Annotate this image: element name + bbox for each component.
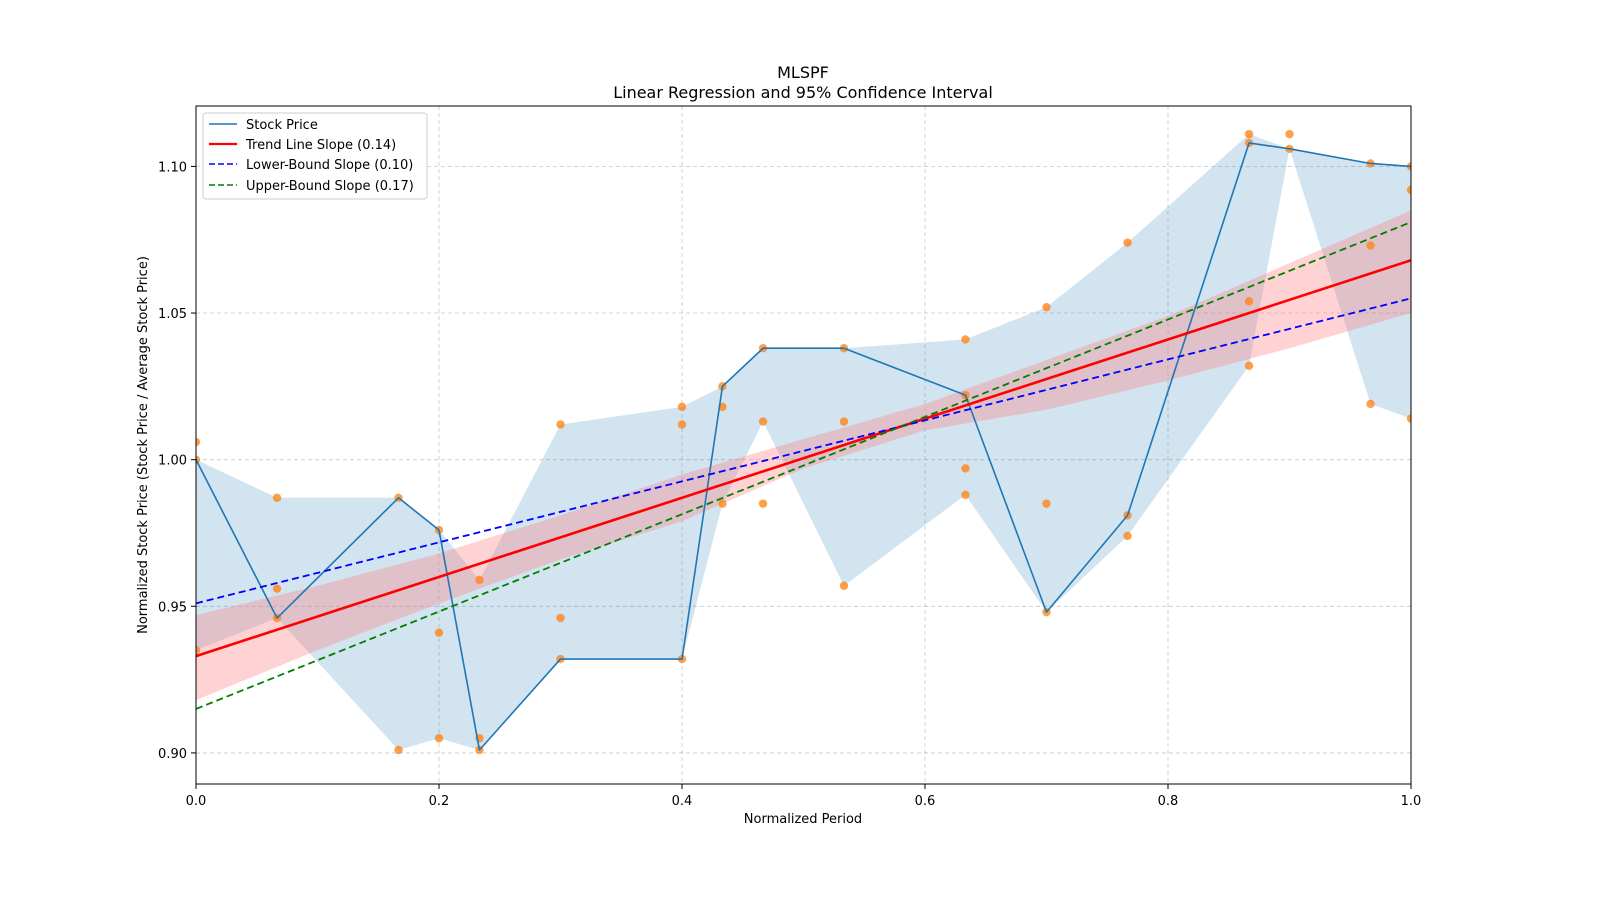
- legend-box: [202, 112, 428, 200]
- scatter-point: [758, 417, 768, 426]
- scatter-point: [961, 464, 970, 473]
- x-tick-label: 0.0: [186, 794, 207, 809]
- scatter-point: [839, 417, 849, 426]
- scatter-point: [758, 499, 768, 508]
- y-tick-label: 1.10: [158, 160, 187, 175]
- scatter-point: [394, 745, 403, 755]
- trend-line: [196, 259, 1411, 658]
- scatter-point: [1366, 241, 1375, 250]
- x-tick-label: 1.0: [1401, 794, 1422, 809]
- upper-bound-line: [196, 221, 1411, 710]
- scatter-point: [1123, 238, 1132, 247]
- scatter-point: [718, 499, 727, 508]
- scatter-point: [1042, 499, 1051, 508]
- y-tick-label: 0.90: [158, 747, 187, 762]
- plot-frame: [195, 105, 1412, 785]
- x-tick-label: 0.4: [672, 794, 693, 809]
- scatter-point: [961, 335, 970, 344]
- scatter-point: [1406, 185, 1411, 195]
- scatter-point: [1042, 302, 1051, 312]
- scatter-point: [677, 402, 687, 412]
- legend: Stock Price Trend Line Slope (0.14) Lowe…: [202, 112, 428, 200]
- legend-label-upper-bound: Upper-Bound Slope (0.17): [246, 179, 414, 194]
- legend-label-trend-line: Trend Line Slope (0.14): [245, 138, 396, 153]
- scatter-point: [272, 584, 282, 593]
- scatter-point: [434, 734, 444, 743]
- ticks-layer: 0.0 0.2 0.4 0.6 0.8 1.0 0.90 0.95 1.00 1.05 1.10: [158, 160, 1421, 809]
- scatter-point: [475, 575, 484, 585]
- scatter-point: [434, 628, 444, 637]
- chart-subtitle: Linear Regression and 95% Confidence Int…: [613, 83, 993, 102]
- y-tick-label: 1.00: [158, 454, 187, 469]
- scatter-point: [1406, 414, 1411, 423]
- y-axis-label: Normalized Stock Price (Stock Price / Av…: [136, 256, 151, 634]
- scatter-point: [272, 493, 282, 502]
- scatter-point: [1244, 129, 1254, 139]
- scatter-point: [1366, 399, 1375, 409]
- scatter-point: [1244, 297, 1254, 306]
- plot-layer: [196, 129, 1411, 755]
- legend-label-stock-price: Stock Price: [246, 118, 318, 133]
- y-tick-label: 1.05: [158, 307, 187, 322]
- chart-title: MLSPF: [777, 63, 829, 82]
- stock-price-line: [196, 142, 1411, 751]
- x-axis-label: Normalized Period: [744, 812, 862, 827]
- scatter-point: [196, 437, 201, 447]
- stock-price-range-band: [196, 134, 1411, 750]
- scatter-point: [961, 490, 970, 500]
- scatter-point: [677, 420, 687, 429]
- scatter-point: [839, 581, 849, 590]
- legend-label-lower-bound: Lower-Bound Slope (0.10): [246, 158, 413, 173]
- scatter-point: [556, 420, 565, 429]
- scatter-point: [1285, 129, 1294, 139]
- x-tick-label: 0.6: [915, 794, 936, 809]
- trend-confidence-band: [196, 210, 1411, 701]
- x-tick-label: 0.8: [1158, 794, 1179, 809]
- x-tick-label: 0.2: [429, 794, 450, 809]
- y-tick-label: 0.95: [158, 600, 187, 615]
- scatter-point: [1123, 531, 1132, 541]
- scatter-point: [1244, 361, 1254, 371]
- scatter-point: [196, 646, 201, 655]
- scatter-point: [556, 613, 565, 623]
